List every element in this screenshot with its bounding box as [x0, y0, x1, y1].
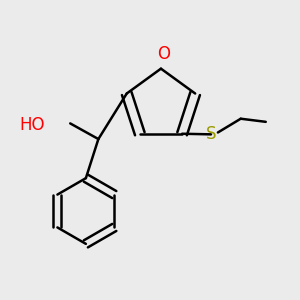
Text: O: O [158, 45, 171, 63]
Text: HO: HO [20, 116, 45, 134]
Text: S: S [206, 125, 216, 143]
